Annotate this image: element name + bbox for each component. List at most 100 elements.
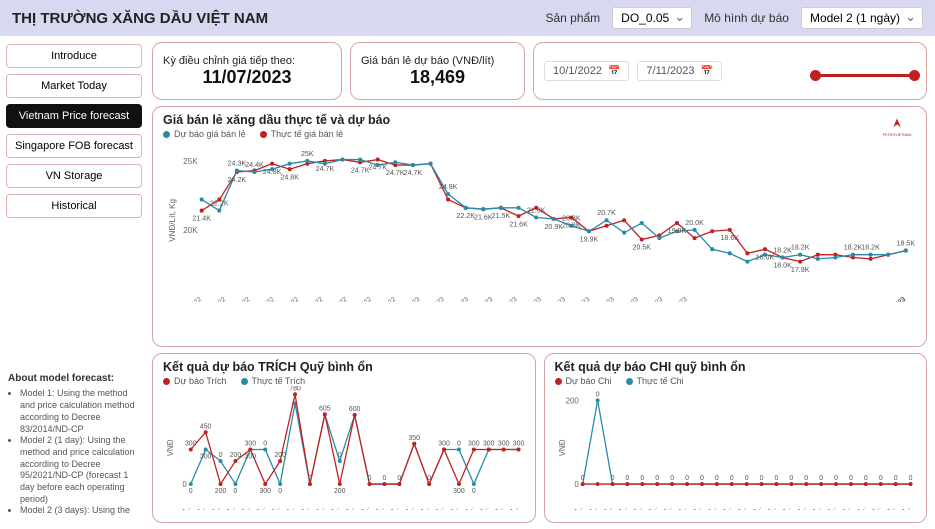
svg-text:01/10/2...: 01/10/2... — [168, 504, 192, 510]
legend-label: Thực tế giá bán lẻ — [271, 129, 344, 139]
svg-text:300: 300 — [438, 441, 450, 448]
svg-text:25K: 25K — [183, 157, 198, 166]
svg-text:0: 0 — [234, 488, 238, 495]
svg-text:0: 0 — [580, 475, 584, 482]
svg-text:18.0K: 18.0K — [756, 253, 775, 261]
svg-text:24.7K: 24.7K — [404, 169, 423, 177]
sidebar-item-0[interactable]: Introduce — [6, 44, 142, 68]
svg-text:0: 0 — [849, 475, 853, 482]
svg-text:0: 0 — [595, 391, 599, 398]
svg-text:300: 300 — [453, 488, 465, 495]
svg-text:VNĐ: VNĐ — [557, 439, 566, 456]
svg-text:200: 200 — [334, 488, 346, 495]
petrovietnam-logo: PETROVIETNAM — [882, 117, 912, 139]
kpi-price-label: Giá bán lẻ dự báo (VNĐ/lít) — [361, 55, 514, 67]
chart-trich: Kết quả dự báo TRÍCH Quỹ bình ổn Dự báo … — [152, 353, 536, 523]
svg-text:300: 300 — [468, 441, 480, 448]
svg-text:20.8K: 20.8K — [562, 222, 581, 230]
svg-text:24.3K: 24.3K — [228, 159, 247, 167]
svg-text:19.9K: 19.9K — [668, 227, 687, 235]
sidebar-item-4[interactable]: VN Storage — [6, 164, 142, 188]
svg-text:PETROVIETNAM: PETROVIETNAM — [883, 133, 912, 137]
svg-text:300: 300 — [245, 453, 257, 460]
svg-text:0: 0 — [863, 475, 867, 482]
kpi-next-value: 11/07/2023 — [163, 67, 331, 88]
svg-text:0: 0 — [278, 488, 282, 495]
svg-text:24.8K: 24.8K — [280, 173, 299, 181]
svg-text:20.7K: 20.7K — [597, 209, 616, 217]
svg-text:22.2K: 22.2K — [456, 212, 475, 220]
legend-item: Thực tế Chi — [626, 376, 684, 386]
svg-text:11/07/2023: 11/07/2023 — [878, 296, 908, 302]
svg-text:0: 0 — [655, 475, 659, 482]
svg-text:0: 0 — [685, 475, 689, 482]
svg-text:19.9K: 19.9K — [580, 235, 599, 243]
product-label: Sản phẩm — [545, 11, 600, 25]
sidebar-item-1[interactable]: Market Today — [6, 74, 142, 98]
svg-text:0: 0 — [834, 475, 838, 482]
svg-text:18.0K: 18.0K — [773, 262, 792, 270]
svg-text:780: 780 — [289, 386, 301, 392]
about-bullet: Model 2 (1 day): Using the method and pr… — [20, 435, 142, 505]
svg-text:300: 300 — [200, 453, 212, 460]
svg-text:0: 0 — [427, 475, 431, 482]
sidebar-item-5[interactable]: Historical — [6, 194, 142, 218]
svg-text:0: 0 — [878, 475, 882, 482]
sidebar-item-2[interactable]: Vietnam Price forecast — [6, 104, 142, 128]
svg-text:24.8K: 24.8K — [439, 183, 458, 191]
svg-text:300: 300 — [185, 441, 197, 448]
range-handle-end[interactable] — [909, 70, 920, 81]
sidebar-item-3[interactable]: Singapore FOB forecast — [6, 134, 142, 158]
svg-text:18.2K: 18.2K — [844, 244, 863, 252]
kpi-forecast-price: Giá bán lẻ dự báo (VNĐ/lít) 18,469 — [350, 42, 525, 100]
legend-label: Thực tế Chi — [637, 376, 684, 386]
svg-text:0: 0 — [189, 488, 193, 495]
svg-text:200: 200 — [215, 488, 227, 495]
svg-text:24.7K: 24.7K — [316, 165, 335, 173]
range-handle-start[interactable] — [810, 70, 821, 81]
legend-dot — [626, 378, 633, 385]
about-title: About model forecast: — [8, 372, 142, 385]
product-value: DO_0.05 — [621, 11, 669, 25]
date-to-input[interactable]: 7/11/2023📅 — [637, 61, 722, 81]
svg-text:24.7K: 24.7K — [351, 166, 370, 174]
svg-text:0: 0 — [759, 475, 763, 482]
legend-dot — [260, 131, 267, 138]
svg-text:18.2K: 18.2K — [791, 244, 810, 252]
legend-label: Dự báo Chi — [566, 376, 612, 386]
svg-text:01/10/2...: 01/10/2... — [560, 504, 584, 510]
svg-text:0: 0 — [625, 475, 629, 482]
date-from-input[interactable]: 10/1/2022📅 — [544, 61, 629, 81]
chart2-svg: 0VNĐ300450020030002007800605060000035003… — [163, 386, 525, 510]
svg-text:0: 0 — [789, 475, 793, 482]
legend-label: Dự báo Trích — [174, 376, 227, 386]
svg-text:0: 0 — [338, 452, 342, 459]
svg-text:350: 350 — [408, 435, 420, 442]
svg-text:18.2K: 18.2K — [773, 246, 792, 254]
svg-text:0: 0 — [640, 475, 644, 482]
svg-text:0: 0 — [819, 475, 823, 482]
svg-text:22.2K: 22.2K — [210, 199, 229, 207]
svg-text:0: 0 — [804, 475, 808, 482]
svg-text:200: 200 — [274, 452, 286, 459]
model-select[interactable]: Model 2 (1 ngày) — [801, 7, 923, 29]
chart2-title: Kết quả dự báo TRÍCH Quỹ bình ổn — [163, 360, 525, 374]
product-select[interactable]: DO_0.05 — [612, 7, 692, 29]
svg-text:300: 300 — [513, 441, 525, 448]
svg-text:VNĐ: VNĐ — [166, 439, 175, 456]
svg-text:VNĐ/Lít, Kg: VNĐ/Lít, Kg — [168, 199, 177, 242]
svg-text:300: 300 — [498, 441, 510, 448]
range-slider[interactable] — [730, 62, 916, 80]
chart-retail-price: Giá bán lẻ xăng dầu thực tế và dự báo Dự… — [152, 106, 927, 347]
svg-text:0: 0 — [714, 475, 718, 482]
svg-text:0: 0 — [219, 452, 223, 459]
legend-dot — [555, 378, 562, 385]
kpi-next-label: Kỳ điều chỉnh giá tiếp theo: — [163, 55, 331, 67]
svg-text:21.0K: 21.0K — [527, 206, 546, 214]
svg-text:300: 300 — [483, 441, 495, 448]
model-label: Mô hình dự báo — [704, 11, 789, 25]
svg-text:0: 0 — [182, 480, 187, 489]
svg-text:0: 0 — [700, 475, 704, 482]
legend-item: Thực tế Trích — [241, 376, 306, 386]
svg-text:0: 0 — [774, 475, 778, 482]
